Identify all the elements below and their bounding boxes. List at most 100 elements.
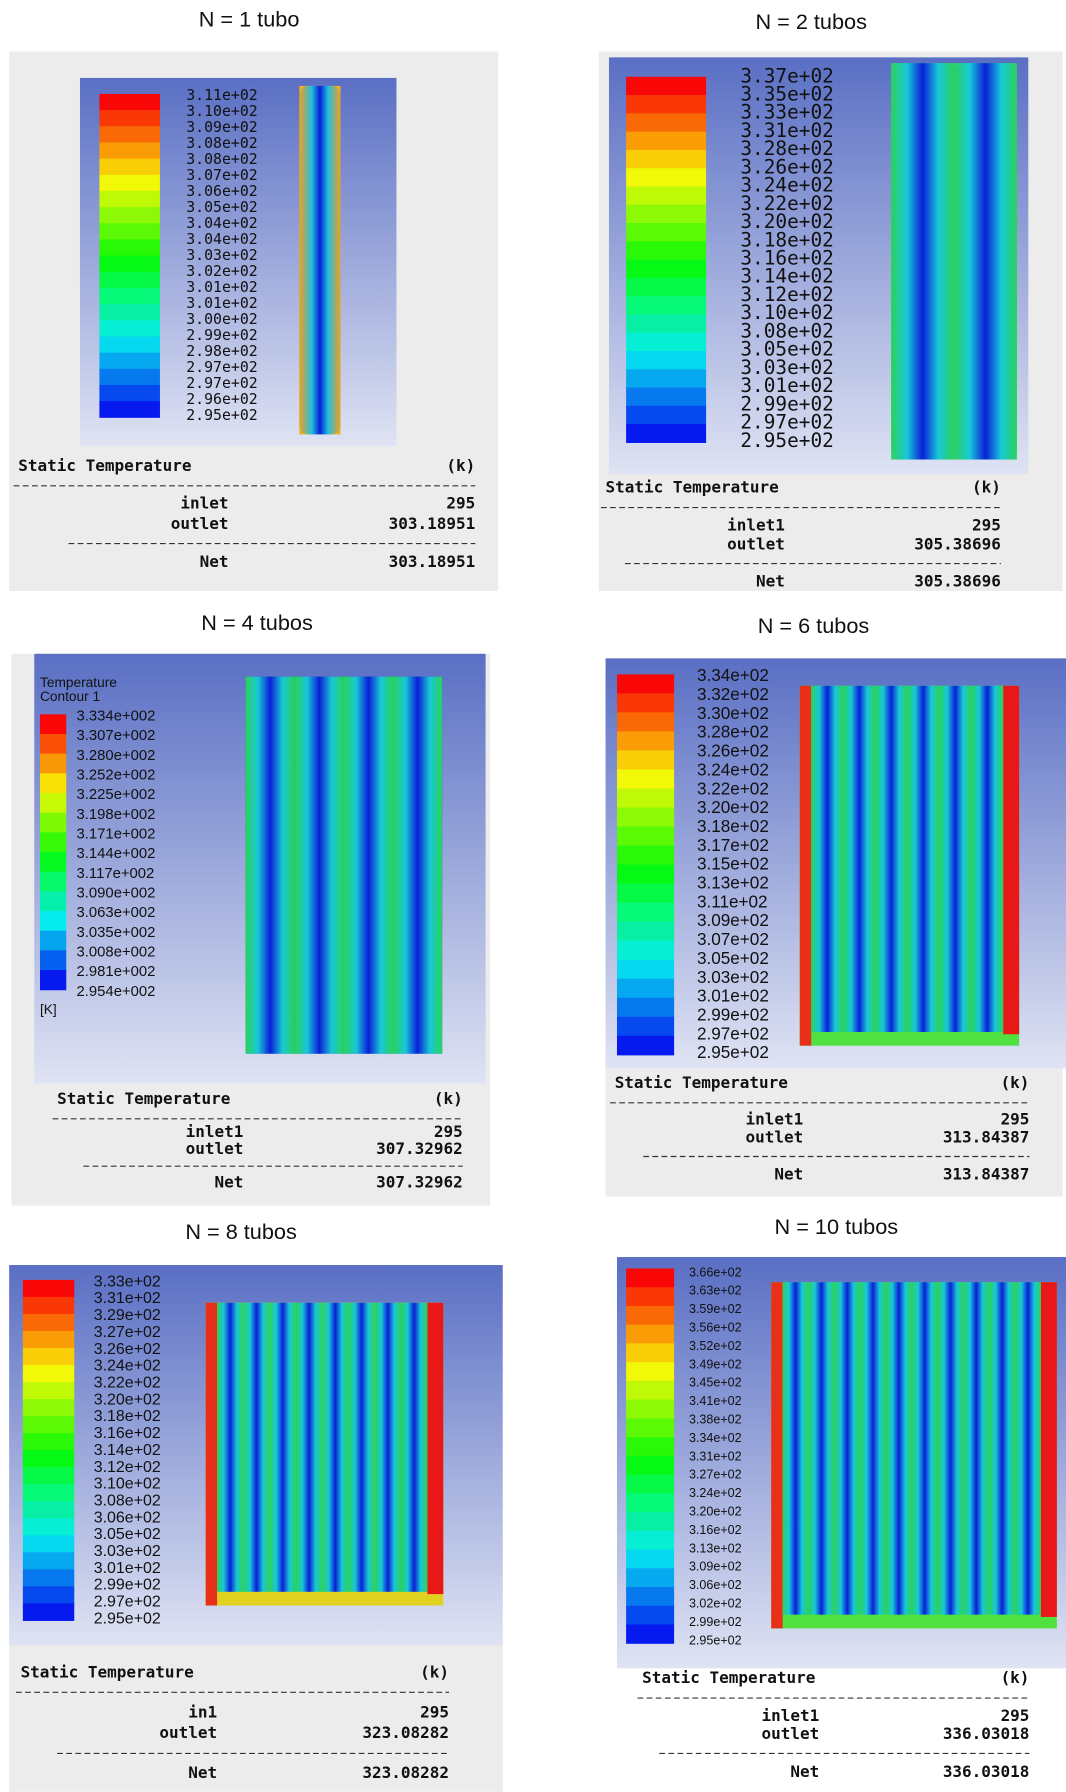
legend-label: 3.34e+02 — [689, 1431, 742, 1445]
colorbar-segment — [22, 1433, 75, 1451]
tube — [401, 1302, 428, 1592]
legend-label: 3.04e+02 — [186, 230, 258, 248]
legend-label: 3.34e+02 — [697, 665, 769, 685]
legend-label: 2.954e+002 — [77, 984, 156, 1000]
colorbar-segment — [626, 369, 707, 389]
hot-wall — [205, 1302, 218, 1606]
table-header: (k) — [446, 456, 475, 475]
legend-label: 3.30e+02 — [697, 703, 769, 723]
colorbar-segment — [39, 773, 67, 794]
legend-label: 2.99e+02 — [186, 326, 258, 344]
legend-label: 2.95e+02 — [94, 1610, 161, 1627]
colorbar-segment — [626, 351, 707, 370]
legend-label: 3.13e+02 — [689, 1541, 742, 1555]
legend-header: Contour 1 — [40, 689, 100, 704]
tube — [954, 63, 1017, 460]
legend-label: 2.97e+02 — [186, 374, 258, 392]
row-label: inlet1 — [727, 515, 785, 534]
tube — [295, 1302, 323, 1592]
legend-label: 3.01e+02 — [186, 294, 258, 312]
colorbar-segment — [39, 832, 67, 853]
row-label: outlet — [171, 514, 229, 533]
tube — [989, 1282, 1016, 1615]
colorbar-segment — [616, 997, 675, 1018]
legend-label: 3.198e+002 — [77, 807, 156, 823]
colorbar-segment — [626, 1455, 675, 1476]
legend-label: 3.15e+02 — [697, 854, 769, 874]
legend-label: 3.16e+02 — [94, 1425, 161, 1442]
hot-wall — [1040, 1282, 1057, 1617]
legend-label: 3.06e+02 — [186, 182, 258, 200]
colorbar-segment — [22, 1484, 75, 1502]
colorbar-segment — [39, 911, 67, 932]
row-label: inlet — [180, 494, 228, 513]
table-header: Static Temperature — [57, 1089, 230, 1108]
colorbar-segment — [616, 750, 675, 771]
colorbar-segment — [99, 368, 160, 386]
table-header: Static Temperature — [615, 1073, 788, 1092]
colorbar-segment — [99, 93, 160, 111]
tube — [875, 685, 908, 1032]
colorbar-segment — [39, 970, 67, 991]
tube — [911, 1282, 938, 1615]
colorbar-segment — [626, 314, 707, 334]
colorbar-segment — [626, 332, 707, 352]
legend-label: 3.03e+02 — [740, 356, 833, 379]
row-value: 307.32962 — [376, 1139, 463, 1158]
row-value: 323.08282 — [362, 1723, 449, 1742]
colorbar-segment — [626, 1512, 675, 1532]
colorbar-segment — [626, 1399, 675, 1419]
colorbar-segment — [99, 239, 160, 257]
tube — [243, 1302, 270, 1592]
hot-wall — [1003, 685, 1020, 1035]
legend-label: 3.22e+02 — [740, 192, 833, 215]
colorbar-segment — [616, 845, 675, 866]
tube — [393, 676, 443, 1054]
colorbar-segment — [626, 1605, 675, 1626]
colorbar-segment — [616, 807, 675, 828]
tube — [939, 685, 972, 1032]
legend-label: 3.03e+02 — [697, 967, 769, 987]
colorbar-segment — [99, 384, 160, 402]
tube — [843, 685, 876, 1032]
tube — [885, 1282, 912, 1615]
legend-label: 3.26e+02 — [697, 741, 769, 761]
colorbar-segment — [22, 1535, 75, 1553]
colorbar-segment — [626, 168, 707, 188]
tube — [782, 1282, 809, 1615]
tube — [217, 1302, 244, 1592]
row-label: inlet1 — [186, 1122, 244, 1141]
net-label: Net — [188, 1763, 217, 1782]
hot-wall — [771, 1282, 783, 1629]
row-label: outlet — [761, 1724, 819, 1743]
legend-label: 3.334e+002 — [77, 709, 156, 725]
tube — [269, 1302, 296, 1592]
legend-label: 3.06e+02 — [689, 1578, 742, 1592]
colorbar-segment — [626, 1624, 675, 1644]
legend-label: 3.05e+02 — [94, 1526, 161, 1543]
colorbar-segment — [626, 405, 707, 425]
colorbar-segment — [99, 255, 160, 273]
colorbar-segment — [22, 1450, 75, 1468]
tube — [834, 1282, 861, 1615]
legend-label: 3.12e+02 — [94, 1459, 161, 1476]
colorbar-segment — [39, 852, 67, 873]
legend-label: 3.08e+02 — [186, 134, 258, 152]
colorbar-segment — [39, 714, 67, 735]
tube — [811, 685, 844, 1032]
colorbar-segment — [22, 1518, 75, 1536]
legend-label: 2.95e+02 — [740, 429, 833, 452]
legend-label: 3.035e+002 — [77, 925, 156, 941]
tube — [860, 1282, 886, 1615]
table-header: Static Temperature — [642, 1668, 815, 1687]
net-value: 313.84387 — [943, 1164, 1030, 1183]
legend-label: 3.37e+02 — [740, 64, 833, 87]
colorbar-segment — [616, 883, 675, 904]
legend-label: 3.08e+02 — [186, 150, 258, 168]
tube — [348, 1302, 375, 1592]
colorbar-segment — [616, 921, 675, 942]
colorbar-segment — [626, 1549, 675, 1569]
legend-label: 3.14e+02 — [740, 265, 833, 288]
legend-label: 3.45e+02 — [689, 1376, 742, 1390]
